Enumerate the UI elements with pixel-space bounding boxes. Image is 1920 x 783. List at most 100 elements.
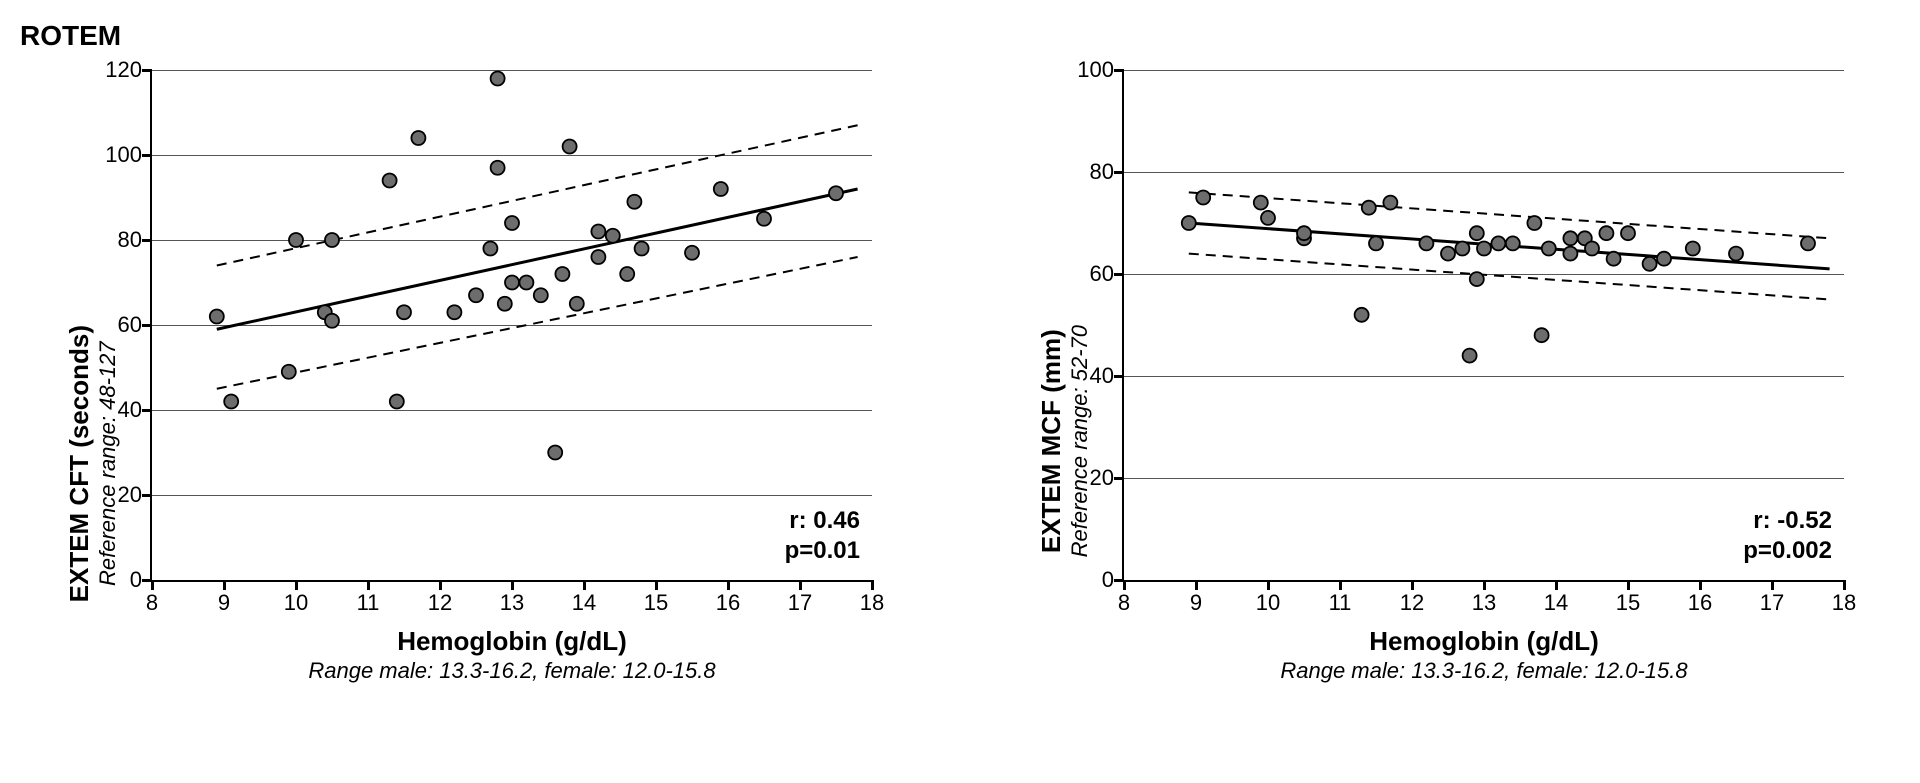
- ytick-label: 20: [118, 482, 152, 508]
- data-point: [505, 216, 519, 230]
- data-point: [469, 288, 483, 302]
- ytick-label: 60: [1090, 261, 1124, 287]
- data-point: [1455, 242, 1469, 256]
- plot-area: 02040608010012089101112131415161718EXTEM…: [150, 70, 872, 582]
- data-point: [570, 297, 584, 311]
- xtick-label: 12: [428, 580, 452, 616]
- y-axis-label: EXTEM CFT (seconds): [64, 325, 95, 602]
- ytick-label: 40: [118, 397, 152, 423]
- data-point: [325, 233, 339, 247]
- data-point: [483, 242, 497, 256]
- plot-svg: [1124, 70, 1844, 580]
- x-axis-label: Hemoglobin (g/dL): [397, 626, 627, 657]
- data-point: [1355, 308, 1369, 322]
- xtick-label: 15: [1616, 580, 1640, 616]
- data-point: [1297, 226, 1311, 240]
- data-point: [1801, 236, 1815, 250]
- data-point: [224, 395, 238, 409]
- xtick-label: 13: [1472, 580, 1496, 616]
- data-point: [1383, 196, 1397, 210]
- data-point: [1261, 211, 1275, 225]
- data-point: [1563, 247, 1577, 261]
- data-point: [491, 72, 505, 86]
- data-point: [1527, 216, 1541, 230]
- y-axis-sublabel: Reference range: 52-70: [1067, 325, 1093, 557]
- xtick-label: 14: [1544, 580, 1568, 616]
- data-point: [1463, 349, 1477, 363]
- data-point: [1477, 242, 1491, 256]
- xtick-label: 10: [284, 580, 308, 616]
- data-point: [1441, 247, 1455, 261]
- data-point: [1643, 257, 1657, 271]
- xtick-label: 14: [572, 580, 596, 616]
- xtick-label: 13: [500, 580, 524, 616]
- r-value: r: 0.46: [785, 506, 860, 536]
- data-point: [757, 212, 771, 226]
- data-point: [491, 161, 505, 175]
- plot-svg: [152, 70, 872, 580]
- data-point: [534, 288, 548, 302]
- xtick-label: 12: [1400, 580, 1424, 616]
- data-point: [1419, 236, 1433, 250]
- p-value: p=0.002: [1743, 536, 1832, 566]
- data-point: [210, 310, 224, 324]
- xtick-label: 15: [644, 580, 668, 616]
- x-axis-sublabel: Range male: 13.3-16.2, female: 12.0-15.8: [1280, 658, 1687, 684]
- data-point: [1607, 252, 1621, 266]
- data-point: [1542, 242, 1556, 256]
- x-axis-sublabel: Range male: 13.3-16.2, female: 12.0-15.8: [308, 658, 715, 684]
- data-point: [1470, 272, 1484, 286]
- data-point: [1599, 226, 1613, 240]
- data-point: [383, 174, 397, 188]
- stats-box: r: -0.52p=0.002: [1743, 506, 1832, 566]
- data-point: [397, 305, 411, 319]
- data-point: [606, 229, 620, 243]
- data-point: [620, 267, 634, 281]
- ytick-label: 100: [1077, 57, 1124, 83]
- figure: ROTEM 0204060801001208910111213141516171…: [20, 20, 1900, 763]
- p-value: p=0.01: [785, 536, 860, 566]
- data-point: [627, 195, 641, 209]
- ytick-label: 80: [118, 227, 152, 253]
- x-axis-label: Hemoglobin (g/dL): [1369, 626, 1599, 657]
- data-point: [1657, 252, 1671, 266]
- regression-line: [217, 189, 858, 329]
- xtick-label: 18: [860, 580, 884, 616]
- xtick-label: 9: [218, 580, 230, 616]
- data-point: [555, 267, 569, 281]
- data-point: [1585, 242, 1599, 256]
- xtick-label: 17: [788, 580, 812, 616]
- xtick-label: 8: [146, 580, 158, 616]
- data-point: [1729, 247, 1743, 261]
- stats-box: r: 0.46p=0.01: [785, 506, 860, 566]
- xtick-label: 16: [1688, 580, 1712, 616]
- y-axis-label-group: EXTEM MCF (mm)Reference range: 52-70: [1036, 325, 1093, 557]
- xtick-label: 10: [1256, 580, 1280, 616]
- data-point: [591, 225, 605, 239]
- ytick-label: 40: [1090, 363, 1124, 389]
- y-axis-label-group: EXTEM CFT (seconds)Reference range: 48-1…: [64, 325, 121, 602]
- xtick-label: 11: [1329, 580, 1352, 616]
- data-point: [1182, 216, 1196, 230]
- ytick-label: 20: [1090, 465, 1124, 491]
- data-point: [1535, 328, 1549, 342]
- plot-area: 02040608010089101112131415161718EXTEM MC…: [1122, 70, 1844, 582]
- data-point: [411, 131, 425, 145]
- data-point: [1506, 236, 1520, 250]
- panels-container: 02040608010012089101112131415161718EXTEM…: [20, 70, 1844, 582]
- data-point: [505, 276, 519, 290]
- data-point: [591, 250, 605, 264]
- data-point: [447, 305, 461, 319]
- data-point: [390, 395, 404, 409]
- data-point: [1369, 236, 1383, 250]
- data-point: [563, 140, 577, 154]
- ytick-label: 100: [105, 142, 152, 168]
- xtick-label: 18: [1832, 580, 1856, 616]
- chart-panel: 02040608010012089101112131415161718EXTEM…: [20, 70, 872, 582]
- data-point: [548, 446, 562, 460]
- data-point: [1621, 226, 1635, 240]
- data-point: [519, 276, 533, 290]
- data-point: [282, 365, 296, 379]
- data-point: [1563, 231, 1577, 245]
- xtick-label: 16: [716, 580, 740, 616]
